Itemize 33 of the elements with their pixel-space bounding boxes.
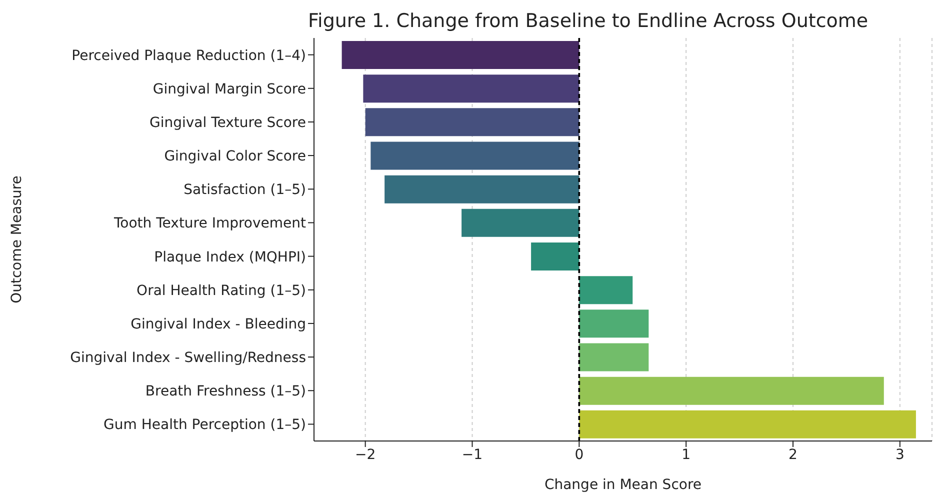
y-axis-title: Outcome Measure bbox=[8, 176, 25, 304]
x-axis-title: Change in Mean Score bbox=[544, 477, 702, 493]
x-tick-label: 3 bbox=[895, 446, 904, 463]
x-tick-label: 1 bbox=[682, 446, 691, 463]
y-tick-label: Gingival Index - Bleeding bbox=[130, 316, 306, 332]
bar bbox=[579, 343, 649, 372]
y-tick-label: Oral Health Rating (1–5) bbox=[136, 282, 306, 299]
bar bbox=[531, 242, 580, 270]
y-tick-label: Perceived Plaque Reduction (1–4) bbox=[72, 48, 306, 64]
x-tick-label: −2 bbox=[355, 446, 376, 463]
bar bbox=[462, 208, 580, 237]
bar bbox=[579, 376, 884, 405]
x-tick-label: 0 bbox=[574, 446, 584, 463]
y-tick-label: Gingival Color Score bbox=[164, 148, 306, 165]
bar bbox=[384, 175, 580, 204]
y-tick-label: Breath Freshness (1–5) bbox=[145, 384, 306, 400]
bar bbox=[579, 310, 649, 338]
bar bbox=[370, 142, 580, 170]
x-tick-label: 2 bbox=[788, 446, 798, 463]
y-tick-label: Gum Health Perception (1–5) bbox=[104, 417, 306, 434]
bar bbox=[365, 108, 580, 136]
y-tick-label: Satisfaction (1–5) bbox=[184, 182, 306, 198]
chart-title: Figure 1. Change from Baseline to Endline Across Outcome bbox=[308, 10, 868, 32]
bar bbox=[342, 41, 580, 69]
y-tick-label: Gingival Texture Score bbox=[149, 114, 306, 131]
y-tick-label: Plaque Index (MQHPI) bbox=[154, 249, 306, 266]
y-tick-label: Gingival Index - Swelling/Redness bbox=[70, 350, 306, 366]
bar bbox=[579, 410, 916, 438]
y-tick-label: Gingival Margin Score bbox=[152, 81, 306, 98]
x-tick-label: −1 bbox=[462, 446, 483, 463]
y-tick-label: Tooth Texture Improvement bbox=[113, 216, 307, 232]
bar bbox=[363, 74, 580, 103]
bar bbox=[579, 276, 633, 304]
